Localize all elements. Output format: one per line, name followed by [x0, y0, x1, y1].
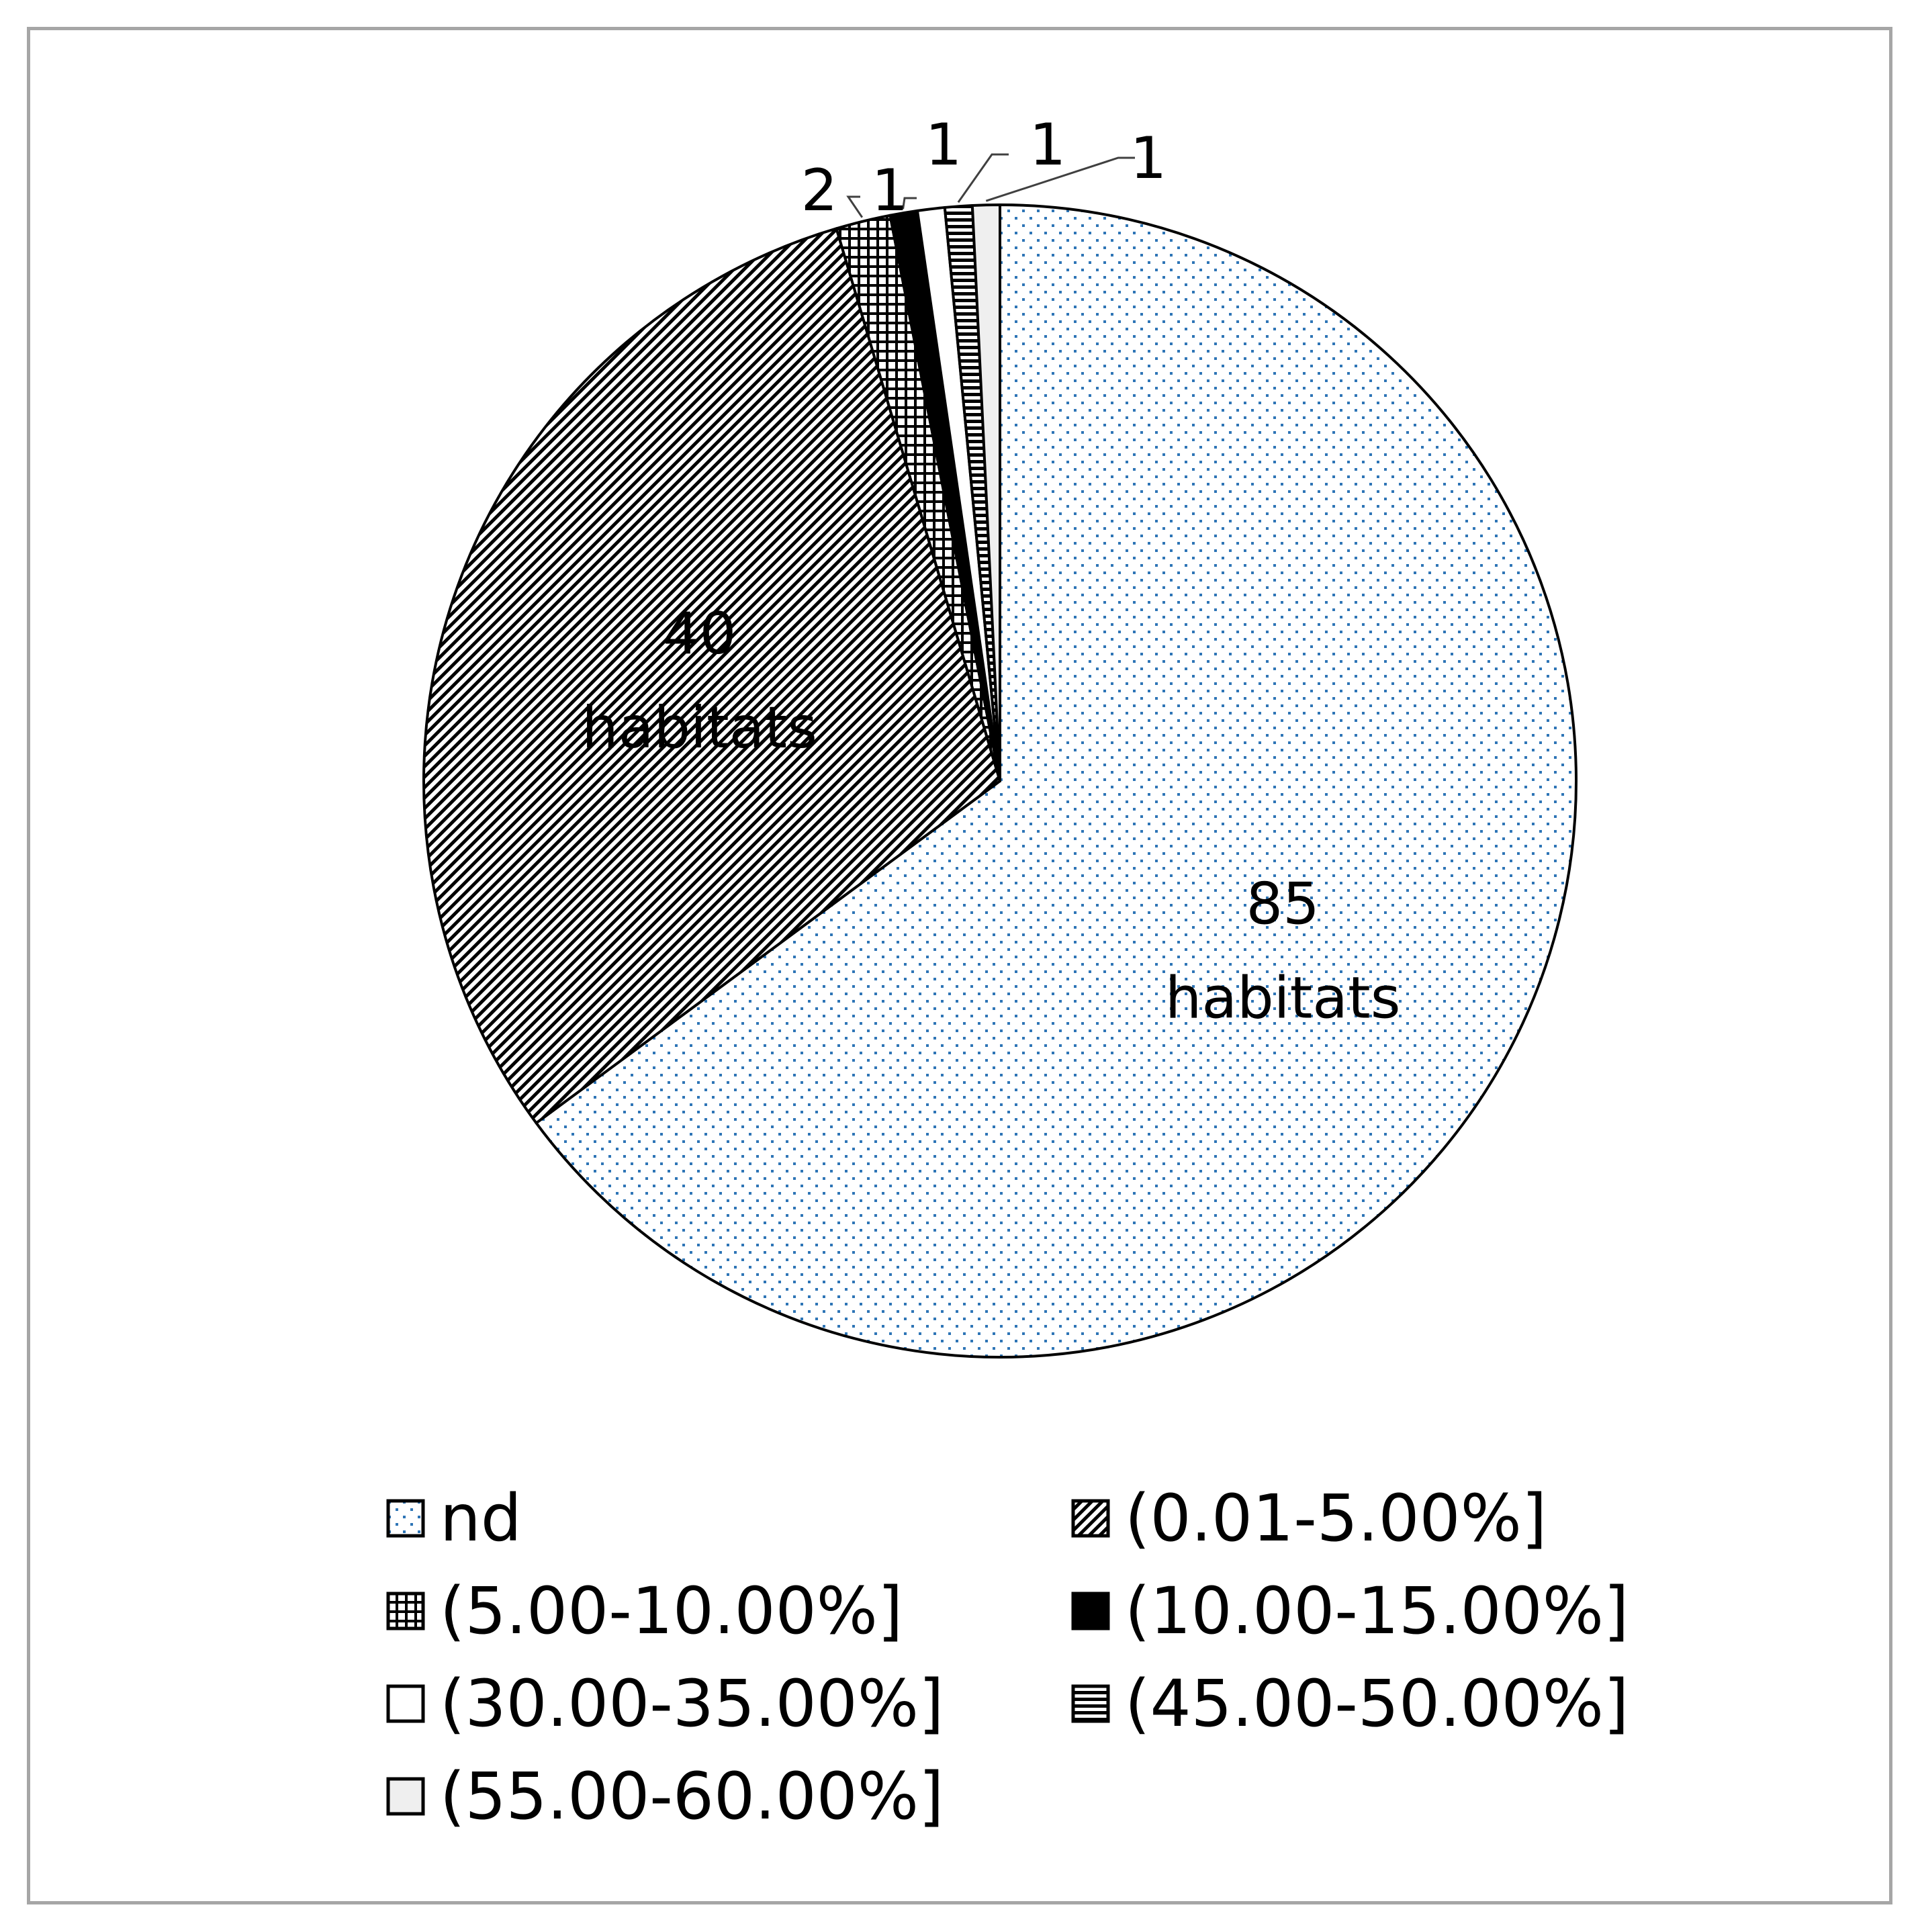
legend-label: (10.00-15.00%]: [1125, 1573, 1629, 1649]
legend-swatch-nd: [386, 1499, 425, 1538]
data-label-30-00-35-00: 1: [925, 111, 962, 179]
legend-label: (45.00-50.00%]: [1125, 1666, 1629, 1741]
legend-item-nd: nd: [386, 1481, 1071, 1556]
data-label-45-00-50-00: 1: [1030, 111, 1066, 179]
legend-swatch-5-00-10-00: [386, 1592, 425, 1630]
leader-line-5-00-10-00: [846, 195, 864, 218]
data-label-10-00-15-00: 1: [872, 157, 909, 224]
legend-item-45-00-50-00: (45.00-50.00%]: [1071, 1666, 1702, 1741]
legend-label: nd: [440, 1481, 522, 1556]
data-label-0-01-5-00: 40 habitats: [582, 600, 817, 762]
data-label-5-00-10-00: 2: [801, 157, 838, 224]
legend-item-30-00-35-00: (30.00-35.00%]: [386, 1666, 1071, 1741]
legend-label: (5.00-10.00%]: [440, 1573, 903, 1649]
legend-swatch-30-00-35-00: [386, 1684, 425, 1723]
legend-swatch-45-00-50-00: [1071, 1684, 1110, 1723]
legend-item-5-00-10-00: (5.00-10.00%]: [386, 1573, 1071, 1649]
legend: nd (0.01-5.00%] (5.00-10.00%] (10.00-15.00%…: [386, 1481, 1702, 1834]
chart-frame: 85 habitats 40 habitats 2 1 1 1 1 nd (0.01-5.00%]…: [27, 27, 1892, 1904]
legend-label: (55.00-60.00%]: [440, 1759, 944, 1834]
pie-slice-55-00-60-00: [970, 203, 1001, 782]
legend-swatch-55-00-60-00: [386, 1777, 425, 1816]
legend-item-0-01-5-00: (0.01-5.00%]: [1071, 1481, 1702, 1556]
legend-label: (30.00-35.00%]: [440, 1666, 944, 1741]
legend-swatch-0-01-5-00: [1071, 1499, 1110, 1538]
pie-slice-0-01-5-00: [422, 227, 1001, 1125]
pie-slice-nd: [535, 203, 1578, 1359]
legend-item-55-00-60-00: (55.00-60.00%]: [386, 1759, 1071, 1834]
leader-line-45-00-50-00: [957, 153, 1009, 203]
legend-label: (0.01-5.00%]: [1125, 1481, 1547, 1556]
data-label-nd: 85 habitats: [1165, 871, 1401, 1032]
legend-swatch-10-00-15-00: [1071, 1592, 1110, 1630]
leader-line-10-00-15-00: [902, 197, 917, 210]
data-label-55-00-60-00: 1: [1130, 125, 1167, 192]
legend-item-10-00-15-00: (10.00-15.00%]: [1071, 1573, 1702, 1649]
leader-line-55-00-60-00: [985, 156, 1135, 202]
